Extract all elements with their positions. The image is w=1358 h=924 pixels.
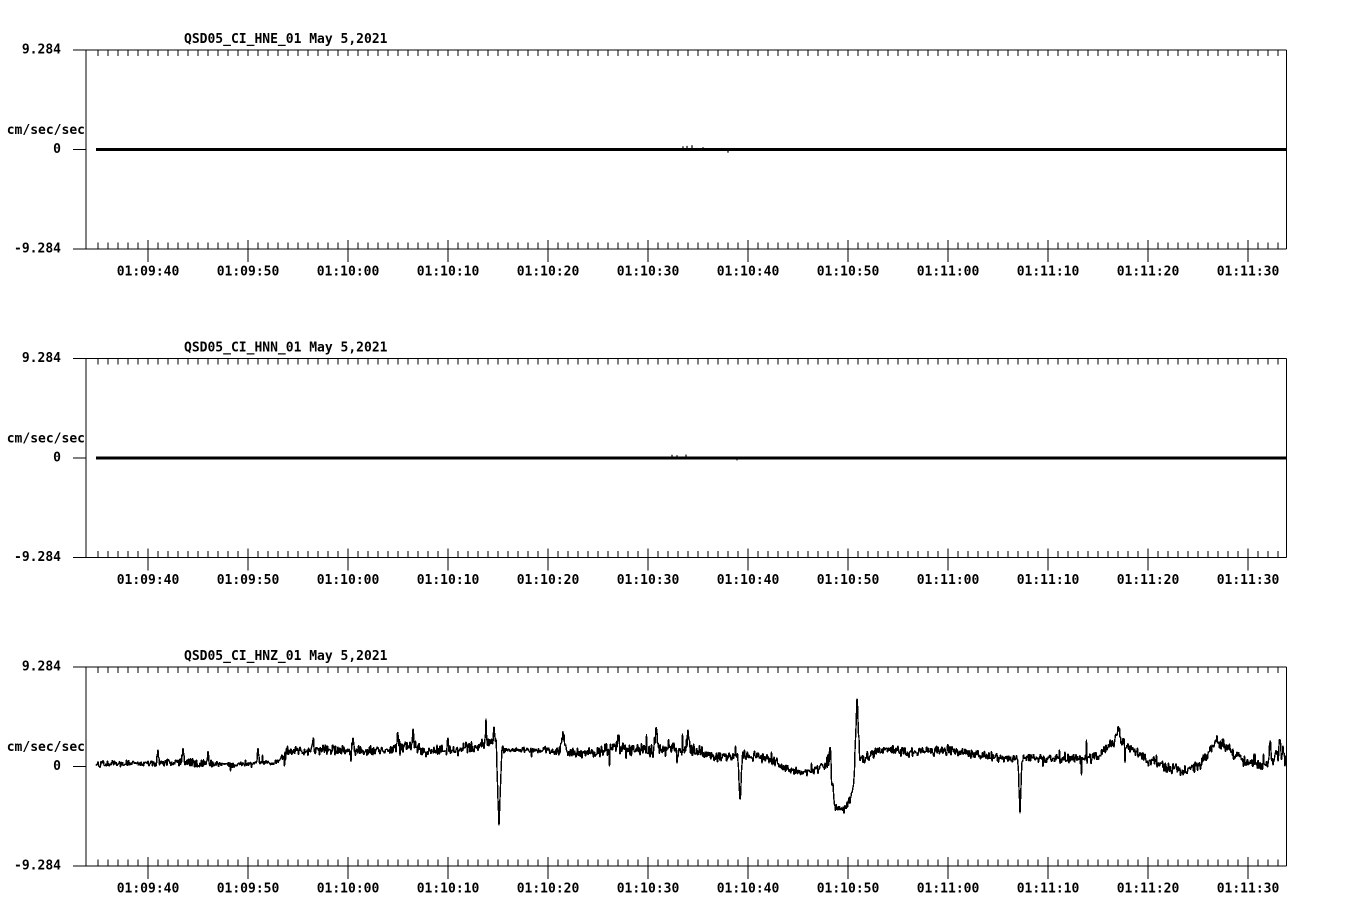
x-tick-label: 01:11:10 — [1017, 265, 1080, 280]
panel-title: QSD05_CI_HNZ_01 May 5,2021 — [184, 649, 388, 664]
x-tick-label: 01:10:20 — [517, 882, 580, 897]
x-tick-label: 01:09:50 — [217, 265, 280, 280]
y-unit-label: cm/sec/sec — [7, 123, 85, 138]
x-tick-label: 01:10:10 — [417, 265, 480, 280]
axis-ticks — [97, 50, 1279, 262]
y-max-label: 9.284 — [22, 660, 61, 675]
x-tick-label: 01:11:20 — [1117, 882, 1180, 897]
x-tick-label: 01:11:30 — [1217, 882, 1280, 897]
x-tick-label: 01:09:50 — [217, 882, 280, 897]
x-tick-label: 01:10:40 — [717, 882, 780, 897]
axis-frame — [73, 357, 1288, 559]
y-zero-label: 0 — [53, 759, 61, 774]
x-tick-label: 01:11:20 — [1117, 573, 1180, 588]
x-tick-label: 01:10:00 — [317, 882, 380, 897]
x-tick-label: 01:09:50 — [217, 573, 280, 588]
y-unit-label: cm/sec/sec — [7, 740, 85, 755]
x-tick-label: 01:10:10 — [417, 882, 480, 897]
y-min-label: -9.284 — [14, 859, 61, 874]
x-tick-label: 01:10:10 — [417, 573, 480, 588]
panel-title: QSD05_CI_HNE_01 May 5,2021 — [184, 32, 388, 47]
panel-QSD05_CI_HNN_01: QSD05_CI_HNN_01 May 5,2021 9.284 cm/sec/se… — [7, 341, 1288, 588]
x-tick-label: 01:09:40 — [117, 882, 180, 897]
x-tick-label: 01:10:30 — [617, 882, 680, 897]
x-tick-label: 01:11:20 — [1117, 265, 1180, 280]
x-tick-label: 01:11:00 — [917, 265, 980, 280]
panel-QSD05_CI_HNE_01: QSD05_CI_HNE_01 May 5,2021 9.284 cm/sec/se… — [7, 32, 1288, 280]
x-tick-label: 01:10:50 — [817, 573, 880, 588]
x-tick-label: 01:09:40 — [117, 573, 180, 588]
x-tick-label: 01:11:00 — [917, 882, 980, 897]
x-tick-label: 01:09:40 — [117, 265, 180, 280]
x-tick-label: 01:10:40 — [717, 573, 780, 588]
y-max-label: 9.284 — [22, 43, 61, 58]
y-zero-label: 0 — [53, 451, 61, 466]
x-tick-label: 01:10:40 — [717, 265, 780, 280]
x-tick-label: 01:10:30 — [617, 573, 680, 588]
x-tick-label: 01:11:00 — [917, 573, 980, 588]
panel-QSD05_CI_HNZ_01: QSD05_CI_HNZ_01 May 5,2021 9.284 cm/sec/se… — [7, 649, 1288, 897]
y-unit-label: cm/sec/sec — [7, 432, 85, 447]
y-min-label: -9.284 — [14, 242, 61, 257]
x-tick-label: 01:10:20 — [517, 573, 580, 588]
axis-ticks — [97, 667, 1279, 879]
y-min-label: -9.284 — [14, 550, 61, 565]
x-tick-label: 01:10:30 — [617, 265, 680, 280]
y-max-label: 9.284 — [22, 351, 61, 366]
x-tick-label: 01:11:30 — [1217, 265, 1280, 280]
x-tick-label: 01:10:50 — [817, 265, 880, 280]
x-tick-label: 01:11:30 — [1217, 573, 1280, 588]
x-tick-label: 01:11:10 — [1017, 573, 1080, 588]
axis-ticks — [97, 358, 1279, 571]
axis-frame — [73, 49, 1288, 250]
x-tick-label: 01:10:00 — [317, 573, 380, 588]
x-tick-label: 01:11:10 — [1017, 882, 1080, 897]
panel-title: QSD05_CI_HNN_01 May 5,2021 — [184, 341, 388, 356]
y-zero-label: 0 — [53, 142, 61, 157]
x-tick-label: 01:10:00 — [317, 265, 380, 280]
trace-QSD05_CI_HNZ_01 — [95, 698, 1287, 826]
x-tick-label: 01:10:20 — [517, 265, 580, 280]
axis-frame — [73, 666, 1288, 867]
x-tick-label: 01:10:50 — [817, 882, 880, 897]
